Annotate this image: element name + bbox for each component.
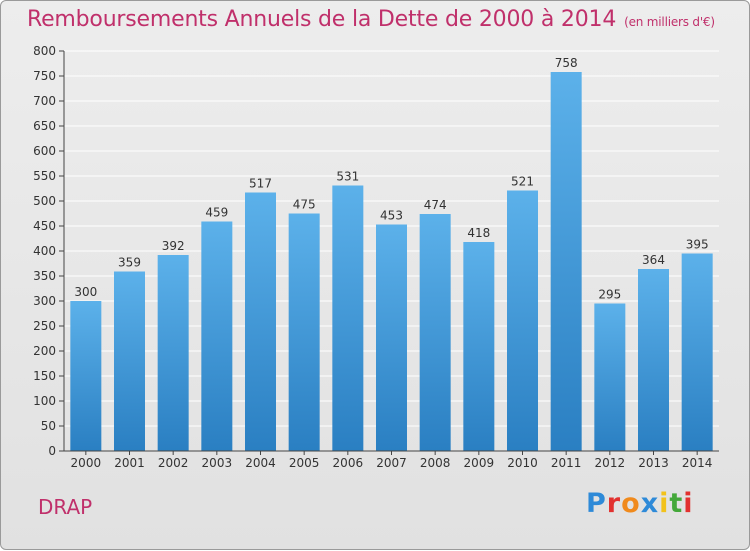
data-label: 300 (74, 285, 97, 299)
bar-2014 (681, 253, 713, 451)
x-tick-label: 2009 (464, 456, 495, 470)
data-label: 475 (293, 198, 316, 212)
data-labels: 300 359 392 459 517 475 531 453 474 418 521 758 295 3… (74, 56, 708, 302)
y-tick-label: 200 (33, 344, 56, 358)
y-tick-label: 100 (33, 394, 56, 408)
bar-2005 (288, 213, 320, 451)
x-tick-label: 2006 (333, 456, 364, 470)
bar-2012 (594, 303, 626, 451)
y-tick-label: 50 (41, 419, 56, 433)
bar-2002 (157, 255, 189, 451)
y-tick-label: 350 (33, 269, 56, 283)
data-label: 459 (205, 206, 228, 220)
commune-name: DRAP (38, 495, 93, 519)
x-tick-label: 2005 (289, 456, 320, 470)
y-tick-label: 0 (48, 444, 56, 458)
x-tick-label: 2001 (114, 456, 145, 470)
y-axis: 0 50 100 150 200 250 300 350 400 450 500 550 600 650 7… (33, 44, 65, 458)
bar-2004 (245, 192, 276, 451)
x-tick-label: 2007 (376, 456, 407, 470)
bars (70, 72, 713, 451)
bar-2013 (638, 269, 669, 451)
bar-2007 (376, 224, 407, 451)
data-label: 474 (424, 198, 447, 212)
bar-2009 (463, 242, 495, 451)
bar-2006 (332, 185, 364, 451)
data-label: 517 (249, 177, 272, 191)
x-tick-label: 2012 (595, 456, 626, 470)
x-tick-label: 2002 (158, 456, 189, 470)
y-tick-label: 150 (33, 369, 56, 383)
x-tick-label: 2008 (420, 456, 451, 470)
title-text: Remboursements Annuels de la Dette de 20… (27, 7, 617, 32)
x-tick-label: 2014 (682, 456, 713, 470)
chart-title: Remboursements Annuels de la Dette de 20… (27, 7, 715, 32)
bar-2008 (419, 214, 451, 451)
x-tick-label: 2013 (638, 456, 669, 470)
y-tick-label: 700 (33, 94, 56, 108)
y-tick-label: 650 (33, 119, 56, 133)
y-tick-label: 750 (33, 69, 56, 83)
y-tick-label: 500 (33, 194, 56, 208)
data-label: 364 (642, 253, 665, 267)
data-label: 531 (336, 170, 359, 184)
chart-subtitle: (en milliers d'€) (624, 15, 715, 29)
data-label: 418 (467, 226, 490, 240)
y-tick-label: 600 (33, 144, 56, 158)
x-tick-label: 2011 (551, 456, 582, 470)
data-label: 521 (511, 175, 534, 189)
bar-2003 (201, 221, 233, 451)
y-tick-label: 400 (33, 244, 56, 258)
y-tick-label: 300 (33, 294, 56, 308)
data-label: 359 (118, 256, 141, 270)
data-label: 392 (162, 239, 185, 253)
x-tick-label: 2004 (245, 456, 276, 470)
bar-2001 (114, 271, 145, 451)
bar-2000 (70, 301, 102, 451)
data-label: 395 (686, 238, 709, 252)
x-tick-label: 2000 (71, 456, 102, 470)
y-tick-label: 250 (33, 319, 56, 333)
data-label: 453 (380, 209, 403, 223)
bar-2010 (507, 190, 538, 451)
data-label: 295 (598, 288, 621, 302)
x-tick-label: 2003 (202, 456, 233, 470)
y-tick-label: 800 (33, 44, 56, 58)
data-label: 758 (555, 56, 578, 70)
bar-2011 (550, 72, 582, 451)
y-tick-label: 450 (33, 219, 56, 233)
x-tick-label: 2010 (507, 456, 538, 470)
proxiti-logo: Proxiti (586, 488, 694, 519)
y-tick-label: 550 (33, 169, 56, 183)
x-axis: 2000 2001 2002 2003 2004 2005 2006 2007 2008 2009… (64, 450, 719, 470)
